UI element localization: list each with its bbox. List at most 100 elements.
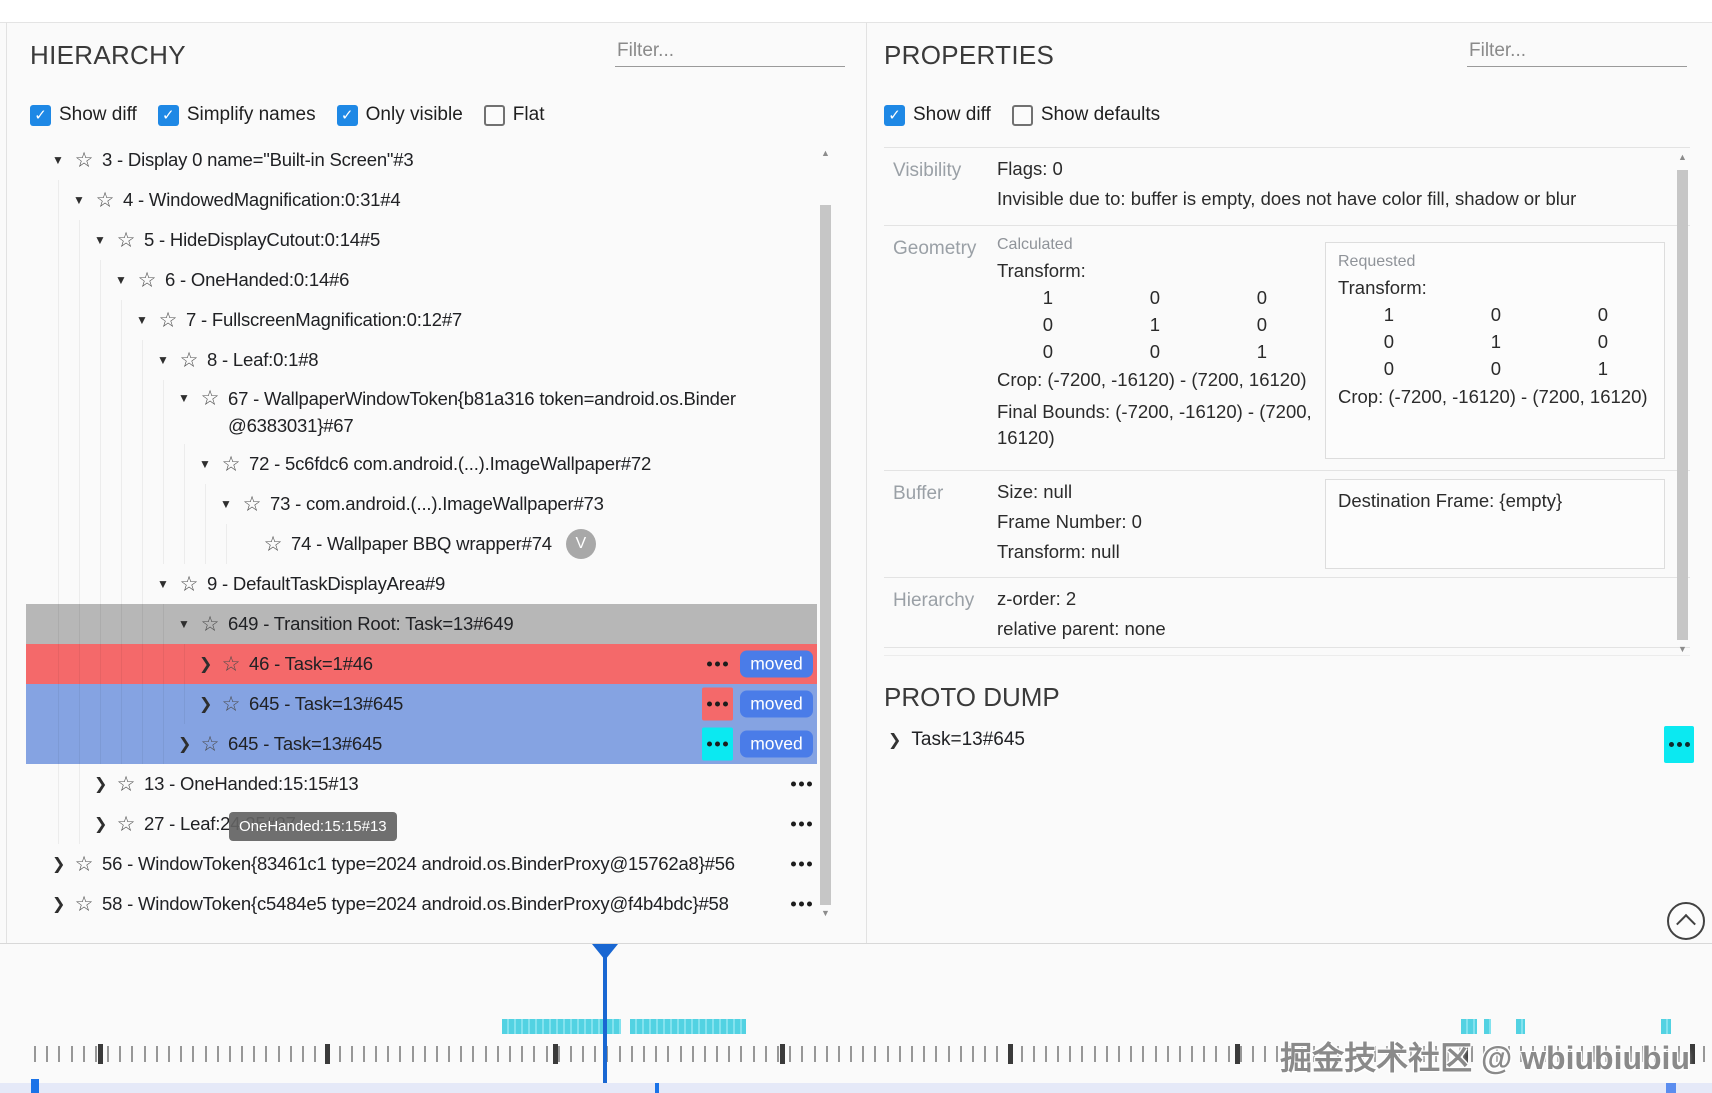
checkbox-flat[interactable]: Flat: [483, 104, 544, 126]
tree-node[interactable]: ❯ ☆ 56 - WindowToken{83461c1 type=2024 and…: [26, 844, 832, 884]
trace-segment[interactable]: [1484, 1019, 1491, 1034]
tree-node[interactable]: ▼ ☆ 8 - Leaf:0:1#8: [26, 340, 832, 380]
tree-node[interactable]: ▼ ☆ 72 - 5c6fdc6 com.android.(...).ImageWa…: [26, 444, 832, 484]
tree-node[interactable]: ☆ 74 - Wallpaper BBQ wrapper#74 V: [26, 524, 832, 564]
trace-segment[interactable]: [502, 1019, 621, 1034]
tree-node[interactable]: ▼ ☆ 3 - Display 0 name="Built-in Screen"#3: [26, 140, 832, 180]
tree-row[interactable]: ▼ ☆ 4 - WindowedMagnification:0:31#4: [26, 180, 832, 220]
expand-toggle-icon[interactable]: ❯: [94, 776, 108, 793]
proto-dump-item[interactable]: ❯ Task=13#645: [888, 729, 1690, 751]
collapse-toggle-icon[interactable]: ▼: [73, 193, 85, 207]
tree-node[interactable]: ▼ ☆ 7 - FullscreenMagnification:0:12#7: [26, 300, 832, 340]
checkbox-simplify-names[interactable]: ✓ Simplify names: [157, 104, 316, 126]
star-icon[interactable]: ☆: [116, 228, 136, 252]
checkbox-show-diff[interactable]: ✓ Show diff: [884, 104, 991, 126]
scroll-down-icon[interactable]: ▼: [821, 908, 830, 918]
star-icon[interactable]: ☆: [158, 308, 178, 332]
properties-filter-input[interactable]: [1467, 36, 1687, 67]
star-icon[interactable]: ☆: [116, 812, 136, 836]
tree-row[interactable]: ☆ 74 - Wallpaper BBQ wrapper#74 V: [26, 524, 832, 564]
star-icon[interactable]: ☆: [95, 188, 115, 212]
checked-checkbox-icon[interactable]: ✓: [884, 104, 905, 126]
scroll-up-icon[interactable]: ▲: [821, 148, 830, 158]
star-icon[interactable]: ☆: [263, 532, 283, 556]
tree-node[interactable]: ❯ ☆ 27 - Leaf:24:25#27: [26, 804, 832, 844]
trace-segment[interactable]: [630, 1019, 746, 1034]
checked-checkbox-icon[interactable]: ✓: [30, 104, 51, 126]
expand-toggle-icon[interactable]: ❯: [199, 656, 213, 673]
scroll-down-icon[interactable]: ▼: [1678, 644, 1687, 654]
tree-node[interactable]: ▼ ☆ 6 - OneHanded:0:14#6: [26, 260, 832, 300]
expand-timeline-button[interactable]: [1667, 902, 1705, 940]
trace-segment[interactable]: [1461, 1019, 1477, 1034]
star-icon[interactable]: ☆: [116, 772, 136, 796]
more-options-button[interactable]: [786, 848, 817, 881]
tree-row[interactable]: ▼ ☆ 8 - Leaf:0:1#8: [26, 340, 832, 380]
tree-row[interactable]: ▼ ☆ 3 - Display 0 name="Built-in Screen"#3: [26, 140, 832, 180]
tree-node[interactable]: ▼ ☆ 9 - DefaultTaskDisplayArea#9: [26, 564, 832, 604]
expand-toggle-icon[interactable]: ❯: [178, 736, 192, 753]
star-icon[interactable]: ☆: [179, 572, 199, 596]
more-options-button[interactable]: [702, 687, 733, 721]
star-icon[interactable]: ☆: [200, 612, 220, 636]
tree-row[interactable]: ❯ ☆ 56 - WindowToken{83461c1 type=2024 and…: [26, 844, 832, 884]
collapse-toggle-icon[interactable]: ▼: [136, 313, 148, 327]
star-icon[interactable]: ☆: [221, 452, 241, 476]
timeline-bottom-band[interactable]: [0, 1083, 1712, 1093]
more-options-button[interactable]: [786, 768, 817, 801]
unchecked-checkbox-icon[interactable]: [1011, 104, 1033, 126]
star-icon[interactable]: ☆: [137, 268, 157, 292]
collapse-toggle-icon[interactable]: ▼: [157, 353, 169, 367]
checked-checkbox-icon[interactable]: ✓: [157, 104, 179, 126]
tree-row[interactable]: ❯ ☆ 645 - Task=13#645 moved: [26, 724, 832, 764]
tree-row[interactable]: ▼ ☆ 649 - Transition Root: Task=13#649: [26, 604, 832, 644]
star-icon[interactable]: ☆: [179, 348, 199, 372]
more-options-button[interactable]: [702, 648, 733, 681]
tree-row[interactable]: ▼ ☆ 73 - com.android.(...).ImageWallpaper#…: [26, 484, 832, 524]
collapse-toggle-icon[interactable]: ▼: [178, 617, 190, 631]
collapse-toggle-icon[interactable]: ▼: [94, 233, 106, 247]
tree-row[interactable]: ▼ ☆ 9 - DefaultTaskDisplayArea#9: [26, 564, 832, 604]
tree-row[interactable]: ▼ ☆ 5 - HideDisplayCutout:0:14#5: [26, 220, 832, 260]
checked-checkbox-icon[interactable]: ✓: [336, 104, 358, 126]
trace-segment[interactable]: [1661, 1019, 1671, 1034]
more-options-button[interactable]: [786, 808, 817, 841]
tree-row[interactable]: ❯ ☆ 13 - OneHanded:15:15#13: [26, 764, 832, 804]
chevron-right-icon[interactable]: ❯: [888, 732, 902, 749]
star-icon[interactable]: ☆: [74, 892, 94, 916]
collapse-toggle-icon[interactable]: ▼: [52, 153, 64, 167]
checkbox-show-diff[interactable]: ✓ Show diff: [30, 104, 137, 126]
collapse-toggle-icon[interactable]: ▼: [199, 457, 211, 471]
tree-row[interactable]: ❯ ☆ 46 - Task=1#46 moved: [26, 644, 832, 684]
collapse-toggle-icon[interactable]: ▼: [220, 497, 232, 511]
proto-more-options-button[interactable]: [1664, 726, 1694, 763]
tree-row[interactable]: ▼ ☆ 6 - OneHanded:0:14#6: [26, 260, 832, 300]
expand-toggle-icon[interactable]: ❯: [94, 816, 108, 833]
tree-node[interactable]: ▼ ☆ 67 - WallpaperWindowToken{b81a316 toke…: [26, 380, 832, 449]
checkbox-only-visible[interactable]: ✓ Only visible: [336, 104, 463, 126]
more-options-button[interactable]: [702, 727, 733, 761]
collapse-toggle-icon[interactable]: ▼: [115, 273, 127, 287]
properties-scrollbar[interactable]: ▲ ▼: [1676, 150, 1689, 658]
timeline-playhead-line[interactable]: [603, 944, 607, 1083]
expand-toggle-icon[interactable]: ❯: [199, 696, 213, 713]
star-icon[interactable]: ☆: [74, 852, 94, 876]
tree-row[interactable]: ❯ ☆ 645 - Task=13#645 moved: [26, 684, 832, 724]
tree-row[interactable]: ▼ ☆ 72 - 5c6fdc6 com.android.(...).ImageWa…: [26, 444, 832, 484]
scrollbar-thumb[interactable]: [820, 205, 831, 905]
tree-node[interactable]: ▼ ☆ 649 - Transition Root: Task=13#649: [26, 604, 832, 644]
scrollbar-thumb[interactable]: [1677, 170, 1688, 640]
star-icon[interactable]: ☆: [74, 148, 94, 172]
tree-node[interactable]: ❯ ☆ 645 - Task=13#645: [26, 684, 832, 724]
hierarchy-filter-input[interactable]: [615, 36, 845, 67]
star-icon[interactable]: ☆: [200, 732, 220, 756]
expand-toggle-icon[interactable]: ❯: [52, 856, 66, 873]
checkbox-show-defaults[interactable]: Show defaults: [1011, 104, 1160, 126]
tree-node[interactable]: ▼ ☆ 4 - WindowedMagnification:0:31#4: [26, 180, 832, 220]
tree-node[interactable]: ❯ ☆ 645 - Task=13#645: [26, 724, 832, 764]
tree-node[interactable]: ▼ ☆ 5 - HideDisplayCutout:0:14#5: [26, 220, 832, 260]
star-icon[interactable]: ☆: [221, 692, 241, 716]
collapse-toggle-icon[interactable]: ▼: [157, 577, 169, 591]
tree-row[interactable]: ▼ ☆ 67 - WallpaperWindowToken{b81a316 toke…: [26, 380, 832, 444]
more-options-button[interactable]: [786, 888, 817, 921]
